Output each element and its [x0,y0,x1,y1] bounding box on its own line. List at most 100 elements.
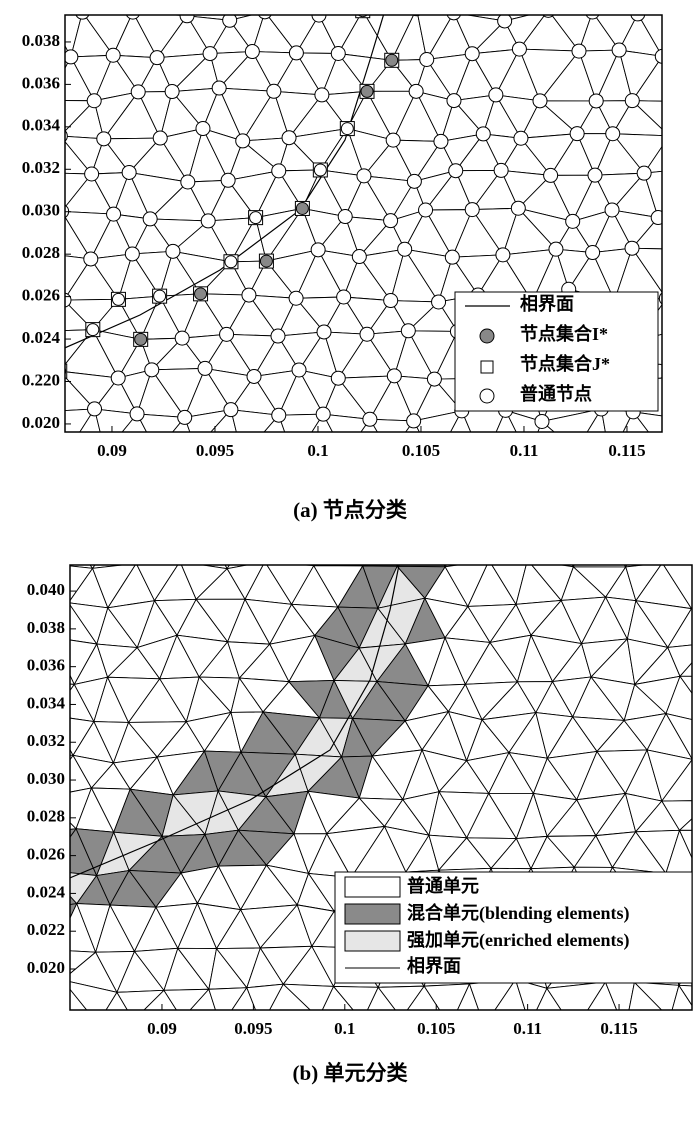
mesh-element [185,15,188,17]
node [121,164,137,180]
mesh-element [322,413,371,432]
mesh-element [368,454,408,501]
node [337,209,353,225]
mesh-a [14,0,700,501]
mesh-element [362,565,398,567]
node [383,293,399,309]
mesh-element [157,449,196,497]
node [532,93,548,109]
mesh-element [666,249,700,299]
node [106,206,122,222]
mesh-element [98,1020,134,1058]
node [624,240,640,256]
mesh-element [132,451,176,497]
mesh-element [14,449,64,490]
mesh-b [70,531,692,1066]
legend-label: 相界面 [520,294,574,314]
mesh-element [461,462,510,491]
node [200,213,216,229]
mesh-element [435,462,484,489]
mesh-element [362,1018,401,1061]
node [534,413,550,429]
mesh-element [643,170,662,219]
mesh-element [62,0,115,12]
mesh-element [489,531,527,560]
mesh-element [657,210,662,219]
mesh-element [369,418,415,432]
node [408,83,424,99]
x-tick-label: 0.11 [513,1019,542,1038]
node [654,48,662,64]
legend-label: 普通节点 [520,383,592,404]
node [418,202,434,218]
mesh-element [519,0,578,10]
mesh-element [690,137,700,176]
mesh-element [622,411,650,432]
node [330,370,346,386]
node [433,133,449,149]
mesh-element [669,136,700,169]
node [149,50,165,66]
y-tick-label: 0.036 [27,656,65,675]
mesh-element [691,758,692,760]
y-tick-label: 0.026 [27,845,65,864]
mesh-element [665,420,700,454]
mesh-element [631,100,662,130]
mesh-element [283,1018,339,1064]
mesh-element [312,565,364,567]
node [86,93,102,109]
x-tick-label: 0.105 [402,441,440,460]
mesh-element [572,565,627,568]
node [83,251,99,267]
node [316,324,332,340]
node [270,328,286,344]
legend-a: 相界面 节点集合I* 节点集合J* 普通节点 [454,291,659,412]
mesh-element [363,0,417,11]
plot-frame-a [64,14,663,433]
mesh-element [665,454,700,501]
mesh-element [158,531,207,562]
y-tick-label: 0.026 [22,286,60,305]
node [177,409,193,425]
mesh-element [578,0,620,12]
mesh-element [685,214,700,261]
legend-swatch-light [344,930,401,952]
node [281,130,297,146]
node [65,49,79,65]
x-tick-label: 0.09 [97,441,127,460]
node [75,15,90,20]
node [222,15,238,28]
node [351,249,367,265]
mesh-element [121,413,148,432]
node [513,130,529,146]
mesh-element [450,409,472,432]
mesh-element [220,457,264,500]
node [650,210,662,226]
node-j [86,323,100,337]
mesh-element [47,0,82,13]
mesh-element [412,410,463,432]
mesh-element [641,1018,688,1066]
x-tick-label: 0.105 [417,1019,455,1038]
caption: (b) 单元分类 [293,1061,409,1085]
y-tick-label: 0.032 [27,731,65,750]
mesh-element [691,759,692,760]
node [497,15,513,29]
mesh-element [82,0,132,12]
node [493,162,509,178]
mesh-element [136,413,186,432]
node [174,330,190,346]
mesh-element [656,15,662,16]
mesh-element [495,409,517,432]
mesh-element [658,363,662,373]
node [636,165,652,181]
node [105,47,121,63]
y-tick-label: 0.034 [27,693,66,712]
node [406,413,422,429]
node [565,213,581,229]
node [124,246,140,262]
node [571,43,587,59]
mesh-element [690,605,692,610]
mesh-element [504,409,543,432]
node-j [313,163,327,177]
